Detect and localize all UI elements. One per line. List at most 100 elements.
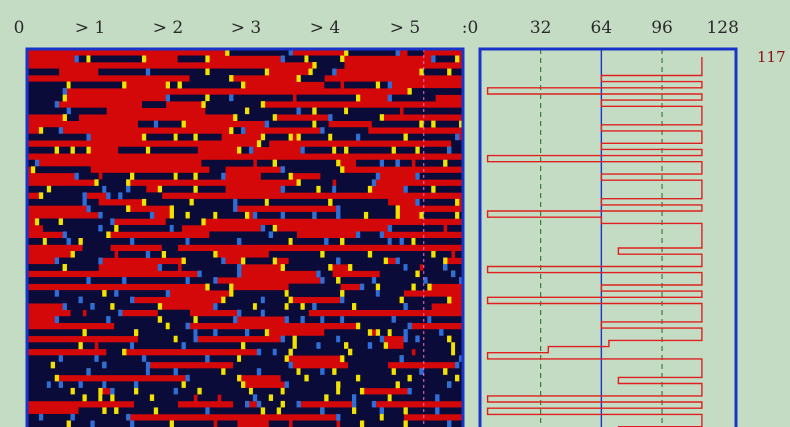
heatmap-cell xyxy=(260,368,297,376)
heatmap-cell xyxy=(260,407,266,415)
heatmap-cell xyxy=(149,394,155,402)
heatmap-cell xyxy=(379,231,385,239)
heatmap-cell xyxy=(98,394,103,402)
heatmap-cell xyxy=(42,224,99,232)
heatmap-cell xyxy=(451,420,464,427)
heatmap-cell xyxy=(367,342,373,350)
heatmap-cell xyxy=(359,387,365,395)
heatmap-cell xyxy=(348,107,400,115)
heatmap-cell xyxy=(340,296,345,304)
heatmap-cell xyxy=(185,257,222,265)
heatmap-cell xyxy=(308,374,357,382)
heatmap-cell xyxy=(221,368,226,376)
heatmap-cell xyxy=(455,133,460,141)
heatmap-cell xyxy=(284,55,305,63)
heatmap-cell xyxy=(288,303,301,310)
heatmap-cell xyxy=(27,238,44,245)
heatmap-cell xyxy=(280,211,285,219)
heatmap-cell xyxy=(280,185,285,193)
heatmap-cell xyxy=(439,394,464,402)
heatmap-cell xyxy=(300,303,305,310)
heatmap-cell xyxy=(177,387,198,395)
heatmap-cell xyxy=(78,55,87,63)
heatmap-cell xyxy=(149,251,163,258)
heatmap-cell xyxy=(264,120,270,128)
heatmap-cell xyxy=(379,159,385,167)
heatmap-cell xyxy=(264,68,270,76)
heatmap-tick-label-4: > 4 xyxy=(310,18,340,38)
heatmap-cell xyxy=(399,238,404,245)
heatmap-cell xyxy=(70,420,91,427)
heatmap-cell xyxy=(415,146,420,154)
heatmap-cell xyxy=(328,198,333,206)
heatmap-cell xyxy=(379,413,385,421)
heatmap-cell xyxy=(173,211,186,219)
heatmap-cell xyxy=(237,270,242,278)
heatmap-cell xyxy=(185,277,190,284)
heatmap-cell xyxy=(264,309,309,317)
heatmap-cell xyxy=(403,133,408,141)
heatmap-cell xyxy=(27,368,87,376)
heatmap-cell xyxy=(197,185,226,193)
heatmap-cell xyxy=(27,329,83,337)
heatmap-cell xyxy=(102,394,111,402)
heatmap-cell xyxy=(284,355,289,363)
heatmap-cell xyxy=(145,361,151,369)
heatmap-cell xyxy=(459,361,464,369)
heatmap-cell xyxy=(54,101,60,108)
heatmap-cell xyxy=(328,238,341,245)
heatmap-cell xyxy=(130,296,135,304)
heatmap-cell xyxy=(379,283,412,291)
heatmap-cell xyxy=(229,75,234,82)
heatmap-cell xyxy=(395,381,400,389)
heatmap-cell xyxy=(447,159,464,167)
heatmap-cell xyxy=(403,329,408,337)
heatmap-cell xyxy=(348,361,389,369)
heatmap-cell xyxy=(336,185,369,193)
heatmap-cell xyxy=(114,407,119,415)
heatmap-cell xyxy=(447,146,452,154)
heatmap-cell xyxy=(447,420,452,427)
heatmap-cell xyxy=(122,81,127,89)
heatmap-cell xyxy=(78,172,99,180)
heatmap-cell xyxy=(141,133,147,141)
heatmap-cell xyxy=(423,264,444,271)
profile-tick-label-3: 128 xyxy=(706,18,738,38)
heatmap-cell xyxy=(241,127,246,135)
heatmap-cell xyxy=(94,303,111,310)
heatmap-cell xyxy=(407,374,412,382)
heatmap-cell xyxy=(241,355,286,363)
heatmap-cell xyxy=(340,277,373,284)
heatmap-cell xyxy=(225,368,258,376)
heatmap-cell xyxy=(134,381,139,389)
heatmap-cell xyxy=(130,420,135,427)
heatmap-cell xyxy=(264,329,270,337)
heatmap-cell xyxy=(447,296,452,304)
heatmap-cell xyxy=(268,251,321,258)
heatmap-cell xyxy=(106,185,127,193)
heatmap-cell xyxy=(256,348,262,356)
heatmap-cell xyxy=(161,316,194,324)
heatmap-cell xyxy=(173,205,234,213)
heatmap-cell xyxy=(241,257,246,265)
heatmap-cell xyxy=(90,368,147,376)
heatmap-cell xyxy=(27,133,87,141)
heatmap-cell xyxy=(332,68,337,76)
heatmap-cell xyxy=(272,159,278,167)
heatmap-cell xyxy=(292,335,297,343)
heatmap-cell xyxy=(447,381,452,389)
heatmap-cell xyxy=(90,303,95,310)
heatmap-cell xyxy=(221,257,226,265)
heatmap-cell xyxy=(98,257,103,265)
heatmap-cell xyxy=(42,413,71,421)
heatmap-cell xyxy=(375,81,381,89)
heatmap-cell xyxy=(233,198,238,206)
profile-annotation-label: 117 xyxy=(757,48,786,66)
heatmap-cell xyxy=(54,361,103,369)
heatmap-cell xyxy=(256,303,286,310)
heatmap-cell xyxy=(292,342,297,350)
heatmap-cell xyxy=(355,159,381,167)
heatmap-cell xyxy=(173,133,178,141)
heatmap-cell xyxy=(415,270,420,278)
heatmap-cell xyxy=(201,159,254,167)
